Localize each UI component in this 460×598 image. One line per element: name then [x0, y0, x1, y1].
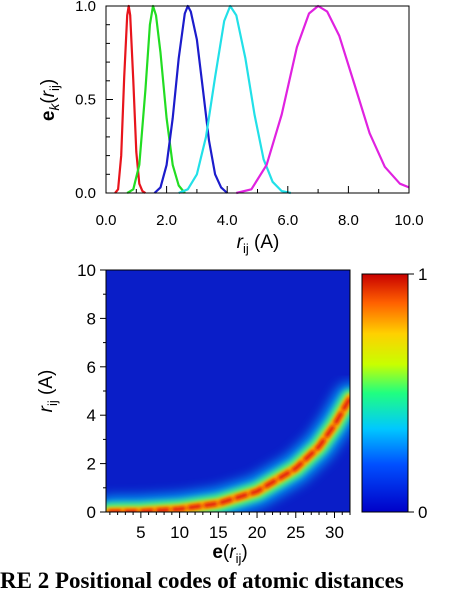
- bottom-chart-ticks: [100, 269, 351, 518]
- top-chart-tick-labels: 0.0 2.0 4.0 6.0 8.0 10.0 0.0 0.5 1.0: [75, 0, 423, 229]
- x-tick-label: 5: [136, 523, 145, 542]
- x-tick-label: 8.0: [338, 212, 359, 229]
- colorbar-min-label: 0: [418, 503, 427, 522]
- x-tick-label: 30: [325, 523, 344, 542]
- x-tick-label: 20: [248, 523, 267, 542]
- series-line-1: [114, 4, 146, 194]
- top-x-axis-label: rij (A): [237, 232, 280, 256]
- heatmap-background: [106, 270, 350, 512]
- y-tick-label: 1.0: [75, 0, 96, 15]
- figure-caption: RE 2 Positional codes of atomic distance…: [0, 568, 404, 593]
- top-chart-series-group: [114, 4, 410, 195]
- y-tick-label: 0: [87, 503, 96, 522]
- x-tick-label: 4.0: [217, 212, 238, 229]
- top-y-axis-label: ek(rij): [38, 79, 62, 121]
- y-tick-label: 4: [87, 406, 96, 425]
- y-tick-label: 0.5: [75, 92, 96, 109]
- top-plot-frame: [105, 5, 410, 194]
- x-tick-label: 0.0: [96, 212, 117, 229]
- x-tick-label: 6.0: [277, 212, 298, 229]
- series-line-2: [126, 4, 186, 194]
- x-tick-label: 25: [286, 523, 305, 542]
- y-tick-label: 2: [87, 455, 96, 474]
- bottom-y-axis-label: rij (A): [36, 370, 60, 413]
- series-line-4: [178, 4, 292, 195]
- y-tick-label: 8: [87, 309, 96, 328]
- top-line-chart: 0.0 2.0 4.0 6.0 8.0 10.0 0.0 0.5 1.0 ek(rij) rij…: [38, 0, 424, 256]
- colorbar-max-label: 1: [418, 265, 427, 284]
- y-tick-label: 10: [77, 261, 96, 280]
- colorbar: [361, 273, 409, 513]
- y-tick-label: 6: [87, 358, 96, 377]
- bottom-chart-tick-labels: 5 10 15 20 25 30 0 2 4 6 8 10: [77, 261, 344, 542]
- y-tick-label: 0.0: [75, 185, 96, 202]
- heatmap-ridge: [106, 383, 350, 512]
- bottom-heatmap-chart: 5 10 15 20 25 30 0 2 4 6 8 10 1 0 rij (A) e(rij): [36, 261, 427, 566]
- x-tick-label: 2.0: [156, 212, 177, 229]
- x-tick-label: 10: [170, 523, 189, 542]
- x-tick-label: 15: [209, 523, 228, 542]
- bottom-x-axis-label: e(rij): [212, 542, 247, 566]
- ridge-core-red: [107, 396, 350, 512]
- top-chart-ticks: [105, 5, 410, 194]
- series-line-3: [153, 4, 228, 194]
- series-line-5: [236, 4, 410, 195]
- x-tick-label: 10.0: [394, 212, 423, 229]
